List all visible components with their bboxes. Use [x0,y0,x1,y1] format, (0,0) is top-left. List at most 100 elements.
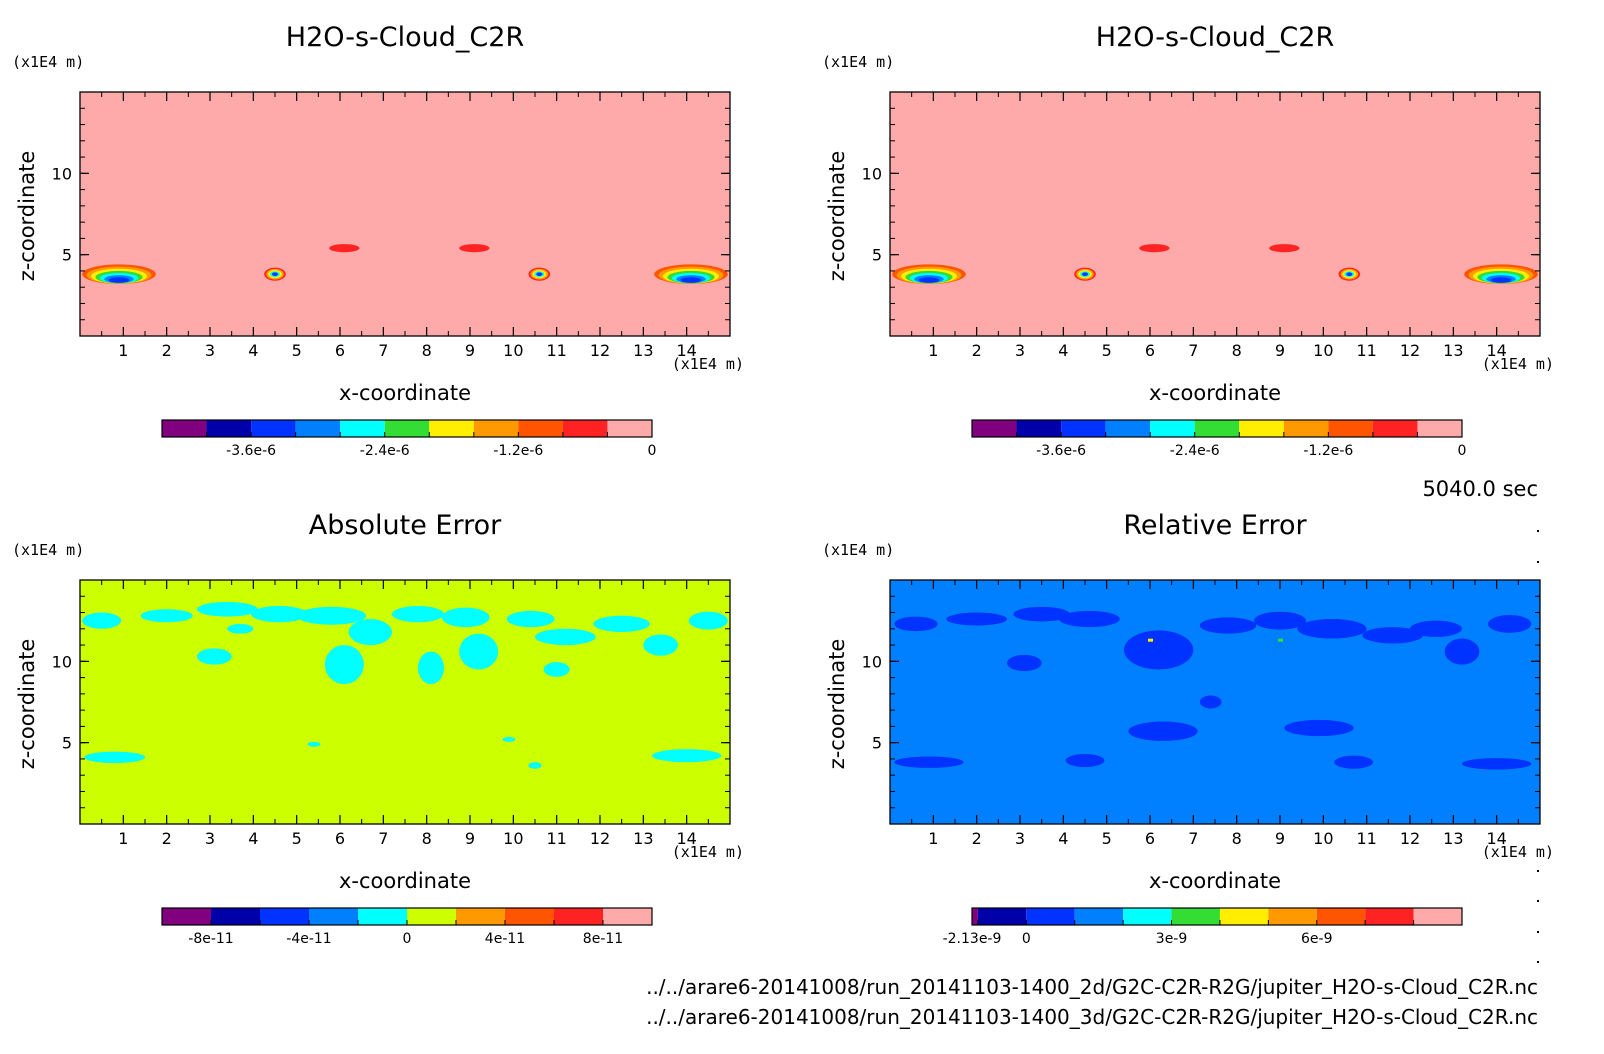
y-axis-unit: (x1E4 m) [822,541,894,559]
cloud-blob-layer [536,272,543,277]
x-tick-label: 11 [1356,341,1376,360]
error-patch [1444,638,1480,665]
colorbar-tick-label: -2.13e-9 [943,931,1002,947]
x-tick-label: 1 [928,341,938,360]
x-tick-label: 1 [118,341,128,360]
error-patch [197,601,258,617]
colorbar-tick-label: 0 [1022,931,1031,947]
error-patch [1334,755,1374,769]
x-tick-label: 9 [465,829,475,848]
x-tick-label: 5 [292,829,302,848]
x-tick-label: 2 [162,829,172,848]
error-patch [251,606,308,623]
colorbar-swatch [1194,420,1240,437]
cloud-band-layer [680,277,702,283]
x-tick-label: 12 [590,829,610,848]
y-axis-label: z-coordinate [825,151,849,282]
chart-title: Relative Error [1123,510,1307,541]
x-tick-label: 7 [1188,829,1198,848]
error-patch [502,736,516,742]
colorbar-swatch [1171,908,1220,925]
colorbar-tick-label: 4e-11 [485,931,525,947]
colorbar-tick-label: 0 [648,443,657,459]
x-tick-label: 12 [1400,829,1420,848]
colorbar-swatch [518,420,563,437]
colorbar-swatch [260,908,309,925]
colorbar-swatch [206,420,252,437]
y-tick-label: 5 [872,734,882,753]
x-tick-label: 3 [1015,341,1025,360]
colorbar-swatch [211,908,260,925]
colorbar-tick-label: 6e-9 [1301,931,1332,947]
colorbar-swatch [384,420,430,437]
chart-title: Absolute Error [309,510,502,541]
x-tick-label: 14 [1486,341,1506,360]
x-axis-unit: (x1E4 m) [672,355,744,373]
cloud-band-layer [918,277,940,283]
x-axis-label: x-coordinate [339,869,471,893]
colorbar-frame [161,419,653,438]
error-patch [535,628,596,646]
colorbar: -3.6e-6 -2.4e-6 -1.2e-6 0 [161,419,657,459]
x-axis-label: x-coordinate [339,381,471,405]
colorbar: -3.6e-6 -2.4e-6 -1.2e-6 0 [971,419,1466,459]
y-tick-label: 5 [62,734,72,753]
x-tick-label: 4 [248,829,258,848]
error-patch [643,634,679,656]
plot-area [80,92,730,336]
colorbar-tick-label: -2.4e-6 [360,443,410,459]
x-tick-label: 13 [1443,829,1463,848]
y-axis-label: z-coordinate [15,151,39,282]
x-tick-label: 10 [503,829,523,848]
x-tick-label: 6 [335,341,345,360]
colorbar-tick-label: -2.4e-6 [1170,443,1220,459]
cloud-blob-layer [1081,272,1089,277]
colorbar-swatch [1239,420,1284,437]
colorbar-swatch [603,908,652,925]
colorbar-swatch [607,420,652,437]
colorbar-swatch [295,420,341,437]
error-patch [441,607,490,628]
colorbar-swatch [162,908,211,925]
error-patch [324,645,364,685]
x-tick-label: 9 [465,341,475,360]
colorbar-swatch [407,908,456,925]
chart-title: H2O-s-Cloud_C2R [1096,22,1334,53]
cloud-cell [329,244,360,253]
panels: H2O-s-Cloud_C2R(x1E4 m)1 2 3 4 5 6 7 8 9 10 11 12 13… [12,22,1554,947]
error-patch [1013,606,1070,622]
colorbar-frame [971,907,1463,926]
colorbar-tick-label: 3e-9 [1156,931,1187,947]
colorbar-swatch [1061,420,1106,437]
field [894,606,1532,770]
x-tick-label: 14 [1486,829,1506,848]
x-tick-label: 14 [676,829,696,848]
chart-title: H2O-s-Cloud_C2R [286,22,524,53]
error-patch [506,610,555,628]
colorbar-swatch [1365,908,1414,925]
error-patch [1199,695,1222,709]
colorbar-swatch [1016,420,1062,437]
y-tick-label: 10 [862,652,882,671]
x-tick-label: 10 [1313,829,1333,848]
error-patch [1065,754,1105,768]
x-tick-label: 7 [1188,341,1198,360]
colorbar: -8e-11 -4e-11 0 4e-11 8e-11 [161,907,653,947]
file-path-2: ../../arare6-20141008/run_20141103-1400_… [646,1005,1538,1029]
x-tick-label: 3 [1015,829,1025,848]
x-tick-label: 13 [1443,341,1463,360]
colorbar-tick-label: -1.2e-6 [1303,443,1353,459]
x-axis-unit: (x1E4 m) [1482,843,1554,861]
x-tick-label: 12 [1400,341,1420,360]
y-tick-label: 10 [52,652,72,671]
colorbar-swatch [1316,908,1366,925]
x-tick-label: 4 [1058,829,1068,848]
error-speck [1278,638,1283,642]
x-tick-label: 12 [590,341,610,360]
error-patch [418,651,444,685]
y-axis-label: z-coordinate [15,639,39,770]
x-tick-label: 10 [1313,341,1333,360]
chart-panel-4: Relative Error(x1E4 m)1 2 3 4 5 6 7 8 9 10 11 12 13 1… [822,510,1554,947]
colorbar-tick-label: 8e-11 [583,931,623,947]
y-tick-label: 10 [862,164,882,183]
